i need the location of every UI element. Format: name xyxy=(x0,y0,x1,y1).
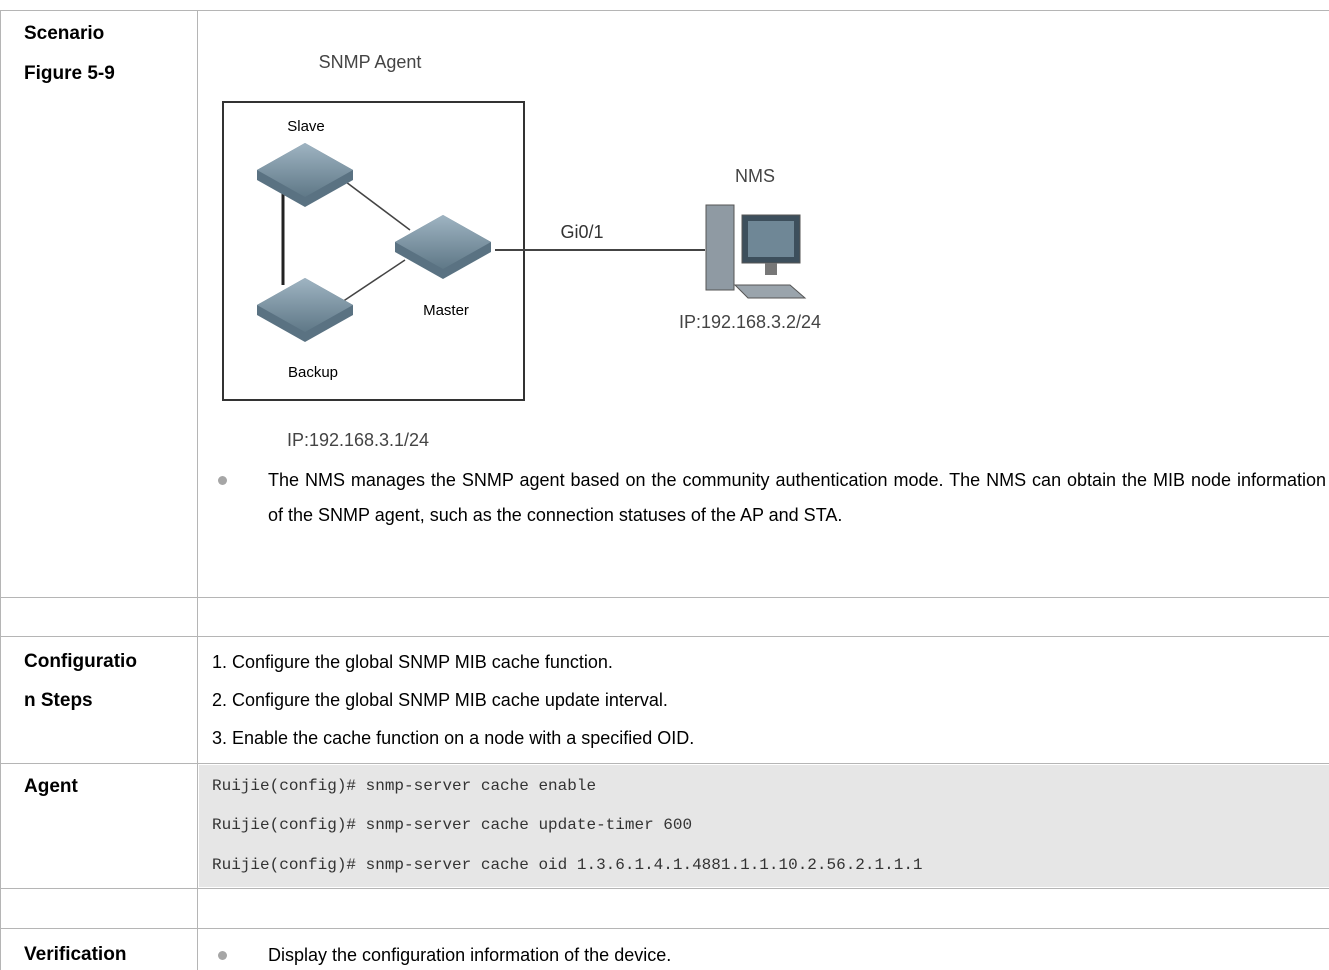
row-border xyxy=(0,636,1329,637)
column-border xyxy=(0,10,1,970)
row-label: Configuratio xyxy=(24,651,137,672)
node-label: Backup xyxy=(288,364,338,381)
bullet-text: Display the configuration information of… xyxy=(268,945,672,965)
node-label: NMS xyxy=(735,166,775,186)
switch-icon xyxy=(257,278,353,342)
code-block xyxy=(199,765,1329,887)
row-label: n Steps xyxy=(24,690,93,711)
node-label: Slave xyxy=(287,118,325,135)
row-label: Scenario xyxy=(24,23,105,44)
row-border xyxy=(0,763,1329,764)
code-line: Ruijie(config)# snmp-server cache enable xyxy=(212,777,597,795)
column-border xyxy=(197,10,198,970)
topology-diagram: SNMP Agent Slave Master Backup NMS Gi0/1… xyxy=(222,52,821,450)
bullet-dot xyxy=(218,476,227,485)
row-border xyxy=(0,597,1329,598)
row-label: Verification xyxy=(24,944,127,965)
step-text: 3. Enable the cache function on a node w… xyxy=(212,728,695,748)
bullet-text: The NMS manages the SNMP agent based on … xyxy=(268,470,1326,525)
bullet-dot xyxy=(218,951,227,960)
node-label: Master xyxy=(423,302,469,319)
step-text: 1. Configure the global SNMP MIB cache f… xyxy=(212,652,613,672)
computer-icon xyxy=(705,204,807,299)
code-line: Ruijie(config)# snmp-server cache oid 1.… xyxy=(212,856,923,874)
row-border xyxy=(0,928,1329,929)
row-border xyxy=(0,888,1329,889)
switch-icon xyxy=(257,143,353,207)
row-label: Agent xyxy=(24,776,78,797)
step-text: 2. Configure the global SNMP MIB cache u… xyxy=(212,690,668,710)
ip-label: IP:192.168.3.1/24 xyxy=(287,430,429,450)
diagram-title: SNMP Agent xyxy=(319,52,422,72)
ip-label: IP:192.168.3.2/24 xyxy=(679,312,821,332)
row-border xyxy=(0,10,1329,11)
switch-icon xyxy=(395,215,491,279)
row-label: Figure 5-9 xyxy=(24,63,115,84)
port-label: Gi0/1 xyxy=(560,222,603,242)
code-line: Ruijie(config)# snmp-server cache update… xyxy=(212,816,693,834)
